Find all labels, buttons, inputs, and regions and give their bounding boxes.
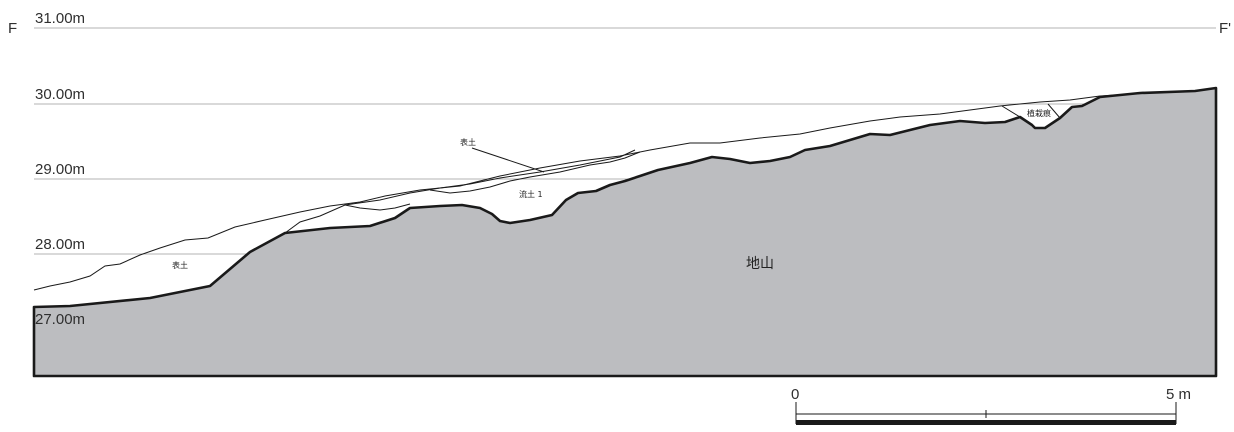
layer-label-planting-trace: 植栽痕 <box>1027 108 1051 118</box>
elevation-label-29: 29.00m <box>35 161 85 178</box>
planting-trace-line <box>1001 103 1061 119</box>
scale-bar-thick-band <box>796 420 1176 425</box>
flow-soil-boundary-line <box>429 151 641 194</box>
scale-bar: 0 5 m <box>791 386 1191 425</box>
layer-label-flow-soil: 流土 1 <box>519 189 543 199</box>
ground-surface-line <box>33 87 1217 291</box>
section-label-left: F <box>8 20 17 37</box>
topsoil-boundary-line <box>284 149 636 234</box>
scale-label-start: 0 <box>791 386 799 403</box>
elevation-label-31: 31.00m <box>35 10 85 27</box>
elevation-label-27: 27.00m <box>35 311 85 328</box>
subsoil-region <box>32 86 1218 378</box>
layer-label-subsoil: 地山 <box>746 256 774 272</box>
section-label-right: F' <box>1219 20 1231 37</box>
topsoil-leader-line <box>471 147 545 173</box>
elevation-label-30: 30.00m <box>35 86 85 103</box>
layer-label-topsoil-upper: 表土 <box>460 137 476 147</box>
layer-label-topsoil-left: 表土 <box>172 260 188 270</box>
scale-label-end: 5 m <box>1166 386 1191 403</box>
flow-soil-lower-line <box>344 203 411 211</box>
elevation-label-28: 28.00m <box>35 236 85 253</box>
